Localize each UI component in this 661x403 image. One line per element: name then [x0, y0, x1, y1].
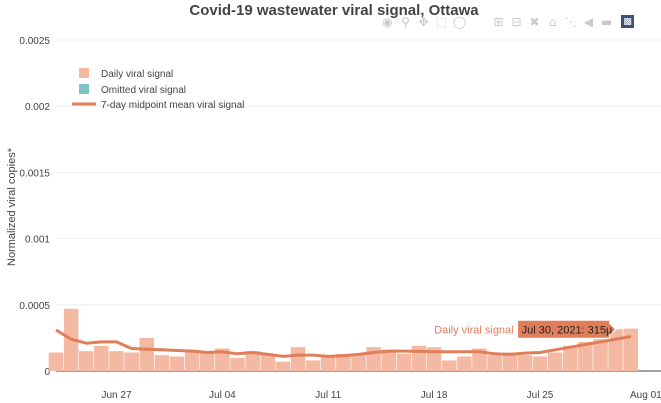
daily-bar[interactable]	[562, 345, 578, 371]
daily-bar[interactable]	[78, 351, 94, 371]
zoom-in-icon[interactable]: ⊞	[493, 14, 504, 29]
y-axis: 0 0.0005 0.001 0.0015 0.002 0.0025	[19, 36, 50, 378]
mean-line-path[interactable]	[55, 328, 632, 358]
y-tick-label: 0.0005	[19, 301, 50, 312]
y-axis-title: Normalized viral copies*	[6, 147, 18, 266]
daily-bar[interactable]	[457, 356, 472, 371]
daily-bar[interactable]	[593, 339, 608, 371]
daily-bar[interactable]	[305, 360, 321, 371]
daily-bar[interactable]	[623, 328, 639, 371]
zoom-out-icon[interactable]: ⊟	[511, 14, 522, 29]
y-tick-label: 0.002	[25, 102, 50, 113]
daily-bar[interactable]	[472, 348, 487, 371]
camera-icon[interactable]: ◉	[382, 14, 393, 29]
autoscale-icon[interactable]: ✖	[529, 14, 540, 29]
x-tick-label: Jun 27	[101, 390, 131, 401]
daily-bar[interactable]	[351, 355, 366, 371]
daily-bar[interactable]	[336, 353, 351, 371]
zoom-icon[interactable]: ⚲	[401, 14, 410, 29]
plotly-logo-icon[interactable]: ▩	[621, 15, 634, 28]
pan-icon[interactable]: ✥	[418, 14, 429, 29]
daily-bar[interactable]	[260, 353, 276, 371]
y-tick-label: 0.0015	[19, 168, 50, 179]
reset-axes-icon[interactable]: ⌂	[548, 14, 557, 29]
daily-bar[interactable]	[517, 355, 533, 371]
daily-bar[interactable]	[48, 352, 64, 371]
x-tick-label: Jul 11	[315, 390, 341, 401]
daily-bar[interactable]	[215, 348, 230, 371]
legend-swatch-daily[interactable]	[79, 68, 89, 78]
y-tick-label: 0.001	[25, 235, 50, 246]
x-tick-label: Aug 01	[630, 390, 661, 401]
daily-bar[interactable]	[320, 356, 336, 371]
daily-bar[interactable]	[290, 347, 306, 371]
legend-label-omitted[interactable]: Omitted viral signal	[101, 85, 186, 96]
box-select-icon[interactable]: ⬚	[435, 14, 448, 29]
hover-compare-icon[interactable]: ▬	[600, 14, 613, 29]
daily-bar[interactable]	[184, 349, 200, 371]
daily-bar[interactable]	[94, 345, 109, 371]
mean-line[interactable]	[55, 328, 632, 358]
daily-bar[interactable]	[578, 341, 593, 371]
legend[interactable]: Daily viral signal Omitted viral signal …	[72, 68, 244, 111]
modebar: ◉ ⚲ ✥ ⬚ ◯ ⊞ ⊟ ✖ ⌂ ⋱ ◀ ▬ ▩	[380, 14, 634, 29]
daily-bar[interactable]	[245, 351, 260, 371]
daily-bar[interactable]	[275, 361, 291, 371]
x-tick-label: Jul 25	[527, 390, 554, 401]
daily-bar[interactable]	[547, 352, 563, 371]
hover-series-name: Daily viral signal	[434, 324, 513, 336]
legend-label-daily[interactable]: Daily viral signal	[101, 69, 173, 80]
legend-label-mean[interactable]: 7-day midpoint mean viral signal	[101, 100, 244, 111]
lasso-select-icon[interactable]: ◯	[452, 14, 467, 29]
hover-value: Jul 30, 2021: 315μ	[522, 324, 613, 336]
hover-box	[517, 319, 617, 339]
daily-bar[interactable]	[230, 357, 245, 371]
chart-title: Covid-19 wastewater viral signal, Ottawa	[189, 2, 479, 19]
legend-swatch-omitted[interactable]	[79, 84, 89, 94]
daily-bar[interactable]	[532, 356, 548, 371]
daily-bar[interactable]	[139, 337, 155, 371]
x-axis: Jun 27 Jul 04 Jul 11 Jul 18 Jul 25 Aug 01	[101, 390, 661, 401]
daily-bar[interactable]	[124, 352, 139, 371]
daily-bar[interactable]	[109, 351, 124, 371]
x-tick-label: Jul 04	[209, 390, 236, 401]
daily-bar[interactable]	[396, 353, 412, 371]
x-tick-label: Jul 18	[421, 390, 448, 401]
daily-bar[interactable]	[441, 360, 457, 371]
y-tick-label: 0	[44, 367, 50, 378]
daily-bar[interactable]	[199, 351, 215, 371]
daily-bar[interactable]	[502, 352, 518, 371]
daily-bars[interactable]	[48, 308, 639, 371]
daily-bar[interactable]	[381, 349, 397, 371]
hover-closest-icon[interactable]: ◀	[583, 14, 594, 29]
daily-bar[interactable]	[169, 356, 185, 371]
daily-bar[interactable]	[487, 355, 502, 371]
daily-bar[interactable]	[154, 355, 170, 371]
spike-lines-icon[interactable]: ⋱	[564, 14, 577, 29]
daily-bar[interactable]	[411, 345, 427, 371]
y-tick-label: 0.0025	[19, 36, 50, 47]
hover-label: Daily viral signal Jul 30, 2021: 315μ	[434, 319, 617, 339]
